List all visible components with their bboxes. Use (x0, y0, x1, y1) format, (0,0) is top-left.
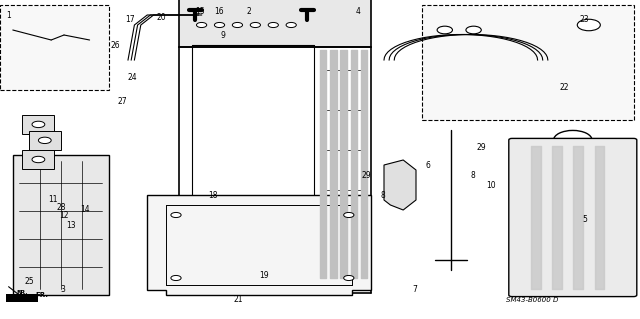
Circle shape (214, 22, 225, 27)
Text: 10: 10 (486, 181, 496, 189)
Bar (13, 155, 109, 295)
Polygon shape (147, 195, 371, 295)
Text: 13: 13 (66, 220, 76, 229)
Circle shape (32, 156, 45, 163)
Text: 24: 24 (128, 73, 138, 83)
Text: 12: 12 (59, 211, 68, 219)
Text: 17: 17 (125, 16, 134, 25)
Text: 26: 26 (111, 41, 120, 50)
Text: 20: 20 (157, 13, 166, 23)
Text: 16: 16 (214, 8, 224, 17)
Text: 22: 22 (560, 84, 570, 93)
Text: 15: 15 (195, 8, 205, 17)
Text: 2: 2 (246, 8, 251, 17)
Text: 3: 3 (61, 286, 66, 294)
Bar (22, 150, 54, 169)
Circle shape (268, 22, 278, 27)
Text: 7: 7 (413, 286, 418, 294)
Text: 21: 21 (234, 295, 243, 305)
Text: 19: 19 (259, 271, 269, 279)
Circle shape (232, 22, 243, 27)
Circle shape (344, 275, 354, 280)
Bar (22, 115, 54, 134)
Text: 14: 14 (80, 205, 90, 214)
Circle shape (577, 19, 600, 31)
Bar (179, 0, 371, 47)
Text: 11: 11 (48, 196, 58, 204)
FancyBboxPatch shape (509, 138, 637, 297)
Bar (6, 294, 38, 302)
Circle shape (32, 121, 45, 128)
Text: 8: 8 (470, 170, 475, 180)
Text: 1: 1 (6, 11, 11, 19)
Text: 9: 9 (221, 31, 226, 40)
Text: 18: 18 (208, 190, 218, 199)
Circle shape (286, 22, 296, 27)
Text: 28: 28 (56, 203, 66, 211)
Circle shape (344, 212, 354, 218)
Bar (422, 5, 634, 120)
Text: SM43-B0600 D: SM43-B0600 D (506, 297, 558, 303)
Text: 5: 5 (582, 216, 588, 225)
Circle shape (171, 275, 181, 280)
Circle shape (196, 22, 207, 27)
Circle shape (437, 26, 452, 34)
Text: 29: 29 (362, 170, 371, 180)
Text: 27: 27 (117, 98, 127, 107)
Circle shape (38, 137, 51, 144)
Bar (0, 5, 109, 90)
Text: 25: 25 (24, 278, 34, 286)
Circle shape (250, 22, 260, 27)
Text: 4: 4 (355, 8, 360, 17)
Text: FR.: FR. (35, 292, 48, 298)
Polygon shape (384, 160, 416, 210)
Text: 8: 8 (381, 190, 385, 199)
Circle shape (466, 26, 481, 34)
Bar (29, 131, 61, 150)
Text: 6: 6 (426, 160, 431, 169)
Text: 23: 23 (579, 16, 589, 25)
Circle shape (171, 212, 181, 218)
Text: FR.: FR. (17, 291, 28, 295)
Text: 29: 29 (477, 144, 486, 152)
